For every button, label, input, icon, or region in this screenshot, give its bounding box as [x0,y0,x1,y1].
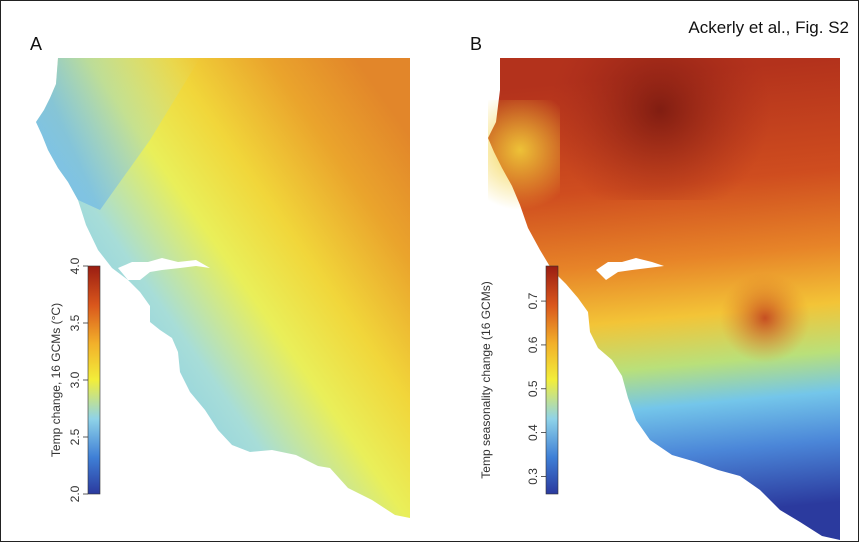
figure-caption: Ackerly et al., Fig. S2 [688,18,849,37]
panel-b-coastal-tint [488,100,560,220]
panel-b-colorbar [545,265,559,495]
panel-b-legend-title: Temp seasonality change (16 GCMs) [479,281,493,478]
panel-b-hot-core [540,58,800,200]
panel-b-legend: Temp seasonality change (16 GCMs) 0.3 0.4… [479,265,559,495]
legend-tick-label: 2.5 [68,428,82,445]
legend-tick-label: 2.0 [68,485,82,502]
legend-tick-label: 3.0 [68,371,82,388]
panel-a-legend: Temp change, 16 GCMs (°C) 2.0 2.5 3.0 3.5 4.… [49,257,101,502]
legend-tick-label: 4.0 [68,257,82,274]
panel-a-letter: A [30,34,43,54]
panel-a-legend-title: Temp change, 16 GCMs (°C) [49,303,63,457]
legend-tick-label: 0.3 [526,468,540,485]
panel-b-hot-patch [720,270,810,365]
panel-b-map [488,58,840,540]
legend-tick-label: 0.5 [526,380,540,397]
panel-b-ticks: 0.3 0.4 0.5 0.6 0.7 [526,292,546,485]
legend-tick-label: 0.6 [526,336,540,353]
panel-a-colorbar [87,265,101,495]
panel-a-landmass [36,58,410,518]
panel-a-coastal-tint [36,58,200,210]
legend-tick-label: 0.4 [526,424,540,441]
legend-tick-label: 3.5 [68,314,82,331]
panel-b-letter: B [470,34,483,54]
panel-a-map [36,58,410,518]
panel-a-ticks: 2.0 2.5 3.0 3.5 4.0 [68,257,88,502]
panel-b-bay [596,258,664,280]
panel-a-bay [118,258,210,280]
legend-tick-label: 0.7 [526,292,540,309]
